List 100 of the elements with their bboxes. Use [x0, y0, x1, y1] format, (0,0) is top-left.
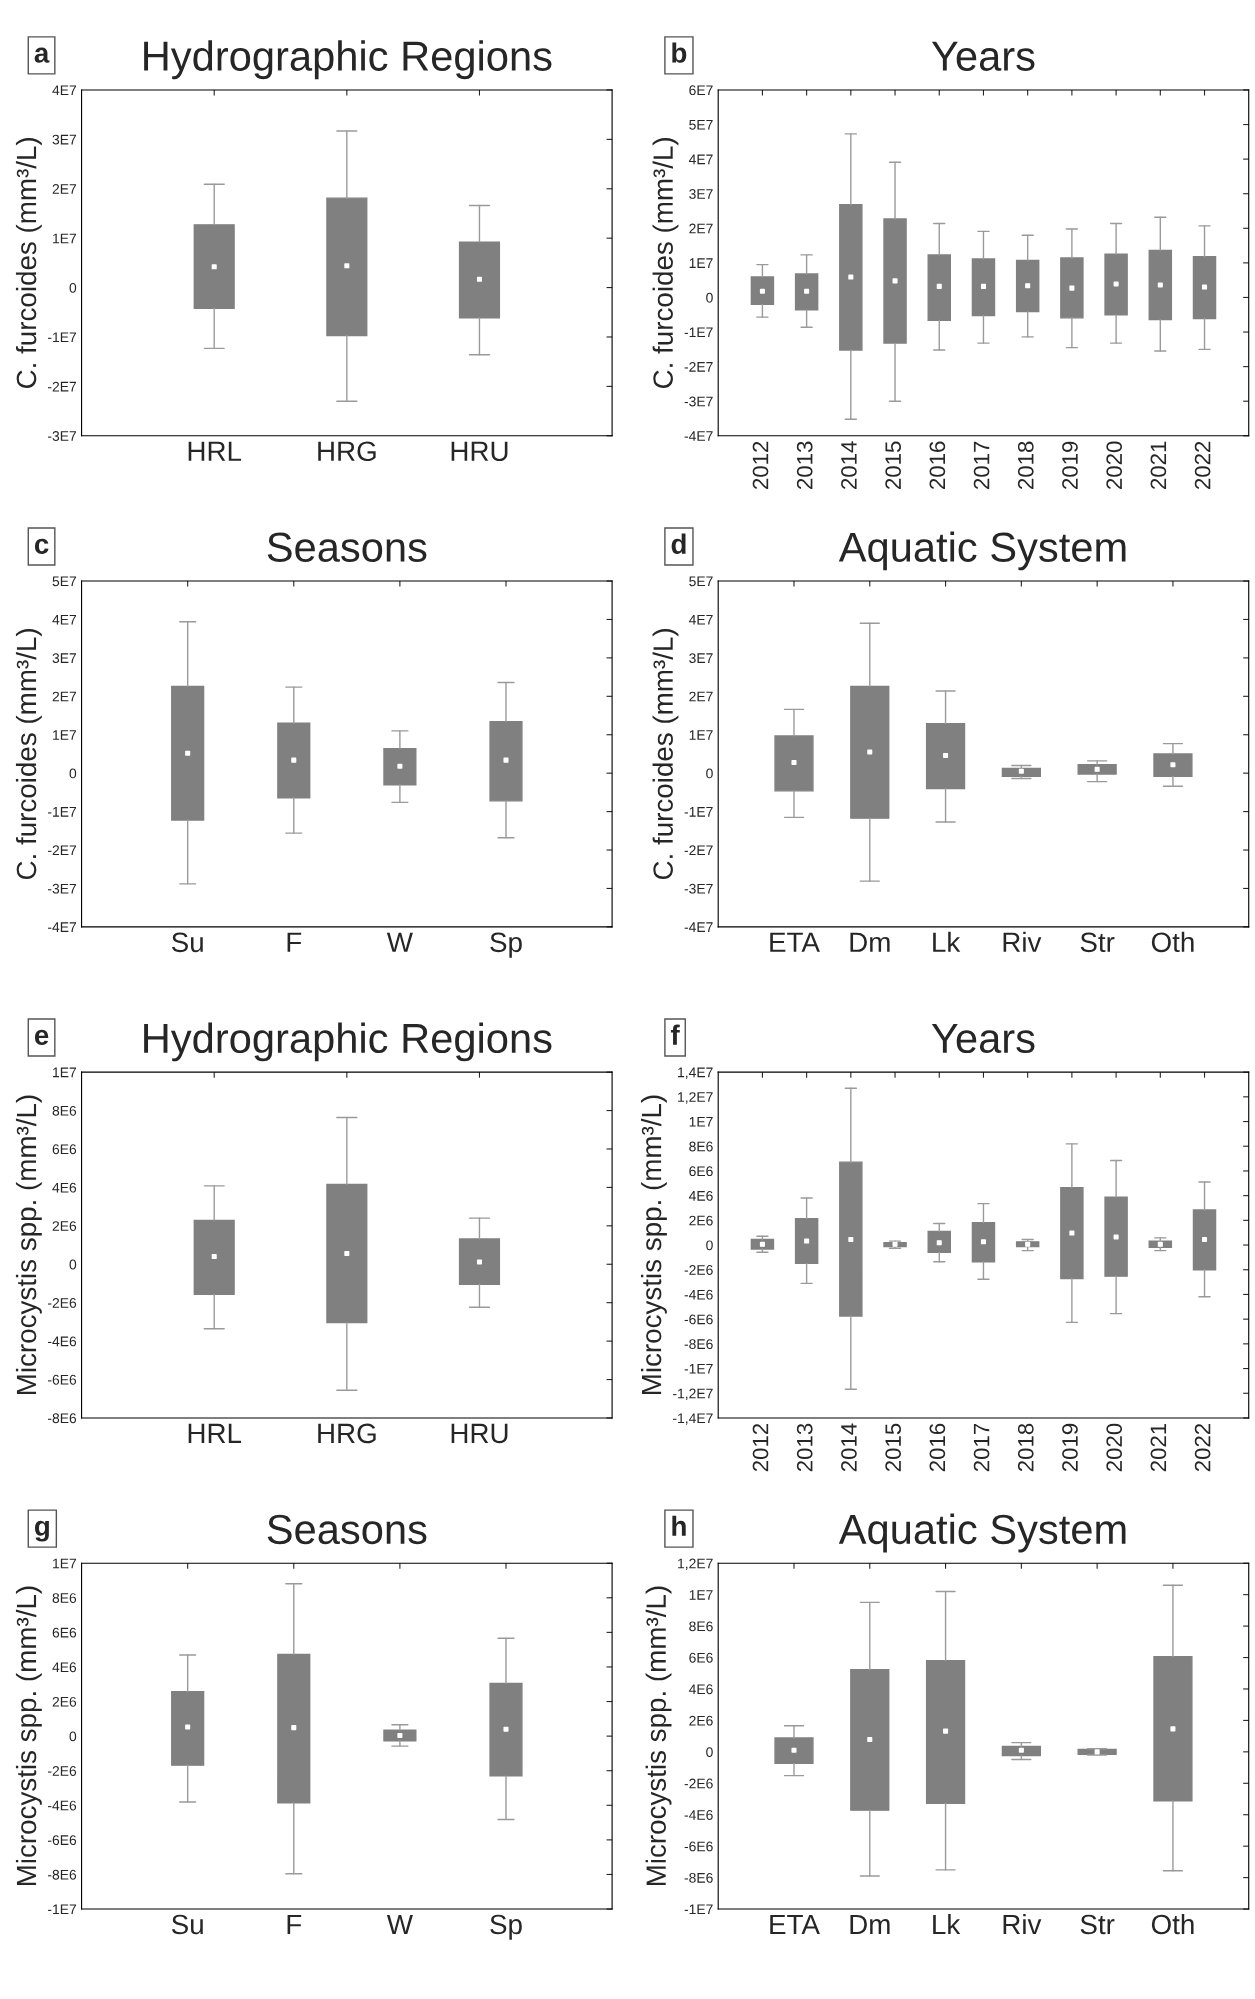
y-tick-label: 5E7 [52, 576, 77, 587]
y-tick-label: 2E7 [52, 691, 77, 702]
x-tick-label: Sp [490, 1914, 522, 1940]
y-tick-label: -2E7 [684, 845, 713, 856]
x-tick-label: 2012 [752, 1423, 769, 1472]
y-tick-label: -6E6 [684, 1314, 713, 1325]
text: g [34, 1520, 49, 1542]
x-tick-label: HRU [451, 441, 508, 462]
text: e [34, 1029, 49, 1045]
x-tick-label: 2021 [1150, 1423, 1167, 1472]
text: a [34, 47, 50, 63]
y-tick-label: 3E7 [52, 134, 77, 145]
y-tick-label: 0 [69, 768, 77, 779]
y-tick-label: -1,2E7 [673, 1388, 713, 1401]
x-tick-label: HRL [188, 441, 242, 461]
x-tick-label: Sp [490, 932, 522, 958]
y-tick-label: 4E7 [688, 614, 713, 625]
y-tick-label: -1E7 [47, 332, 77, 343]
y-tick-label: 2E7 [689, 223, 713, 234]
y-tick-label: 4E7 [52, 614, 77, 625]
x-tick-label: 2020 [1106, 1423, 1123, 1472]
y-tick-label: -1E7 [684, 327, 713, 338]
y-tick-label: 0 [69, 1259, 77, 1270]
y-tick-label: 4E7 [52, 85, 77, 95]
y-tick-label: -8E6 [684, 1339, 713, 1350]
y-tick-label: 1E7 [689, 258, 713, 268]
x-tick-label: HRL [188, 1423, 242, 1443]
y-axis-title: C. furcoides (mm³/L) [15, 138, 42, 389]
y-tick-label: -4E6 [684, 1289, 713, 1300]
x-tick-label: 2016 [929, 441, 946, 489]
y-tick-label: 8E6 [52, 1105, 77, 1116]
y-tick-label: -6E6 [47, 1374, 77, 1385]
y-tick-label: 2E7 [689, 691, 713, 702]
x-tick-label: Su [171, 1914, 203, 1935]
y-tick-label: 2E6 [52, 1696, 77, 1707]
y-tick-label: -2E6 [47, 1766, 77, 1776]
y-tick-label: -3E7 [47, 431, 77, 441]
y-tick-label: 2E7 [52, 184, 77, 194]
x-tick-label: 2014 [841, 441, 857, 489]
x-tick-label: HRG [318, 441, 376, 462]
y-tick-label: 6E6 [52, 1144, 77, 1155]
chart-title: Years [931, 41, 1035, 71]
y-tick-label: 1E7 [53, 1558, 77, 1569]
x-tick-label: W [386, 1914, 413, 1935]
x-tick-label: 2019 [1062, 1423, 1078, 1472]
y-tick-label: -4E6 [684, 1810, 713, 1820]
y-tick-label: -1E7 [47, 1904, 77, 1915]
x-tick-label: 2022 [1194, 441, 1211, 489]
chart-title: Seasons [267, 532, 427, 563]
y-tick-label: 3E7 [52, 653, 77, 664]
y-tick-label: 2E6 [52, 1221, 77, 1231]
x-tick-label: Str [1080, 932, 1115, 953]
y-tick-label: -8E6 [47, 1413, 77, 1424]
chart-title: Aquatic System [838, 1513, 1126, 1553]
x-tick-label: Dm [850, 1914, 890, 1935]
chart-title: Hydrographic Regions [144, 1022, 552, 1062]
y-axis-title: Microcystis spp. (mm³/L) [15, 1095, 42, 1394]
y-tick-label: 0 [706, 768, 713, 779]
y-tick-label: -2E6 [47, 1298, 77, 1308]
y-axis-title: Microcystis spp. (mm³/L) [645, 1586, 672, 1886]
x-tick-label: ETA [770, 1914, 820, 1935]
y-tick-label: 8E6 [689, 1621, 713, 1632]
y-axis-title: Microcystis spp. (mm³/L) [15, 1586, 42, 1886]
x-tick-label: 2016 [929, 1423, 946, 1472]
y-tick-label: 6E6 [689, 1652, 713, 1663]
y-tick-label: 6E7 [689, 85, 713, 96]
y-tick-label: 4E6 [52, 1662, 77, 1673]
chart-title: Aquatic System [838, 531, 1126, 571]
y-tick-label: 4E6 [688, 1684, 713, 1695]
y-tick-label: -4E6 [47, 1800, 77, 1811]
y-tick-label: -1E7 [684, 1904, 713, 1915]
x-tick-label: 2021 [1150, 441, 1167, 489]
y-tick-label: -6E6 [47, 1835, 77, 1846]
x-tick-label: 2017 [973, 441, 990, 489]
x-tick-label: Riv [1003, 931, 1042, 952]
y-tick-label: 5E7 [689, 576, 713, 587]
y-tick-label: 2E6 [689, 1715, 713, 1726]
x-tick-label: 2018 [1017, 1423, 1034, 1472]
y-tick-label: 4E7 [688, 154, 713, 165]
x-tick-label: 2019 [1062, 441, 1078, 489]
x-tick-label: Str [1080, 1914, 1115, 1935]
x-tick-label: 2015 [885, 441, 902, 489]
y-tick-label: 3E7 [689, 189, 713, 199]
y-tick-label: 0 [69, 1731, 77, 1742]
x-tick-label: Riv [1003, 1913, 1042, 1935]
y-tick-label: -1E7 [684, 807, 713, 817]
x-tick-label: W [386, 932, 413, 952]
y-tick-label: -3E7 [47, 883, 77, 894]
y-axis-title: C. furcoides (mm³/L) [652, 629, 679, 880]
y-tick-label: 1E7 [689, 1590, 713, 1600]
y-tick-label: 1E7 [53, 1067, 77, 1078]
y-tick-label: -4E6 [47, 1336, 77, 1347]
y-tick-label: -8E6 [684, 1872, 713, 1883]
y-tick-label: 2E6 [689, 1215, 713, 1226]
text: c [34, 538, 49, 554]
x-tick-label: F [287, 932, 302, 952]
y-tick-label: 4E6 [688, 1190, 713, 1201]
y-tick-label: -1E7 [47, 807, 77, 817]
y-tick-label: 1,4E7 [678, 1067, 713, 1079]
y-tick-label: -4E7 [47, 922, 77, 932]
